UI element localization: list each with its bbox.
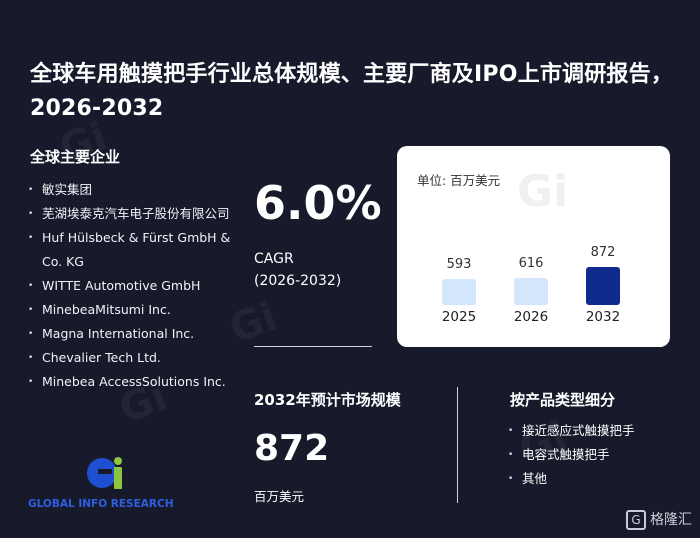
companies-heading: 全球主要企业 — [30, 148, 121, 166]
bar-category-label: 2032 — [585, 309, 621, 325]
bar-value-label: 872 — [590, 245, 616, 260]
bar-category-label: 2025 — [441, 309, 477, 325]
companies-list: 敏实集团 芜湖埃泰克汽车电子股份有限公司 Huf Hülsbeck & Fürs… — [28, 178, 248, 394]
cagr-label: CAGR (2026-2032) — [254, 248, 341, 292]
bar-2032 — [586, 267, 620, 305]
company-item: Chevalier Tech Ltd. — [28, 346, 248, 370]
product-type-item: 接近感应式触摸把手 — [508, 419, 635, 443]
product-type-item: 其他 — [508, 467, 635, 491]
company-item: WITTE Automotive GmbH — [28, 274, 248, 298]
bar-value-label: 616 — [518, 256, 544, 271]
brand-text: 格隆汇 — [650, 512, 692, 528]
product-type-item: 电容式触摸把手 — [508, 443, 635, 467]
bar-value-label: 593 — [446, 257, 472, 272]
cagr-period: (2026-2032) — [254, 273, 342, 289]
divider — [457, 387, 458, 503]
chart-unit-label: 单位: 百万美元 — [417, 173, 501, 188]
company-item: MinebeaMitsumi Inc. — [28, 298, 248, 322]
market-size-heading: 2032年预计市场规模 — [254, 391, 401, 409]
page-title: 全球车用触摸把手行业总体规模、主要厂商及IPO上市调研报告，2026-2032 — [30, 62, 674, 121]
bar-2025 — [442, 279, 476, 305]
gelonghui-brand: G 格隆汇 — [626, 509, 692, 530]
cagr-label-text: CAGR — [254, 251, 294, 267]
product-types-list: 接近感应式触摸把手 电容式触摸把手 其他 — [508, 419, 635, 491]
global-info-research-logo: GLOBAL INFO RESEARCH — [28, 455, 188, 515]
watermark: Gi — [517, 166, 569, 217]
company-item: Huf Hülsbeck & Fürst GmbH & Co. KG — [28, 226, 248, 274]
market-size-chart-card: Gi 单位: 百万美元 593 2025 616 2026 872 2032 — [397, 146, 670, 347]
company-item: Minebea AccessSolutions Inc. — [28, 370, 248, 394]
bar-2026 — [514, 278, 548, 305]
company-item: 敏实集团 — [28, 178, 248, 202]
market-size-value: 872 — [254, 428, 330, 469]
cagr-value: 6.0% — [254, 176, 382, 230]
product-types-heading: 按产品类型细分 — [510, 391, 616, 409]
bar-category-label: 2026 — [513, 309, 549, 325]
company-item: Magna International Inc. — [28, 322, 248, 346]
logo-text: GLOBAL INFO RESEARCH — [28, 498, 173, 510]
market-size-unit: 百万美元 — [254, 489, 305, 504]
gelonghui-logo-icon: G — [626, 510, 646, 530]
company-item: 芜湖埃泰克汽车电子股份有限公司 — [28, 202, 248, 226]
divider — [254, 346, 372, 347]
